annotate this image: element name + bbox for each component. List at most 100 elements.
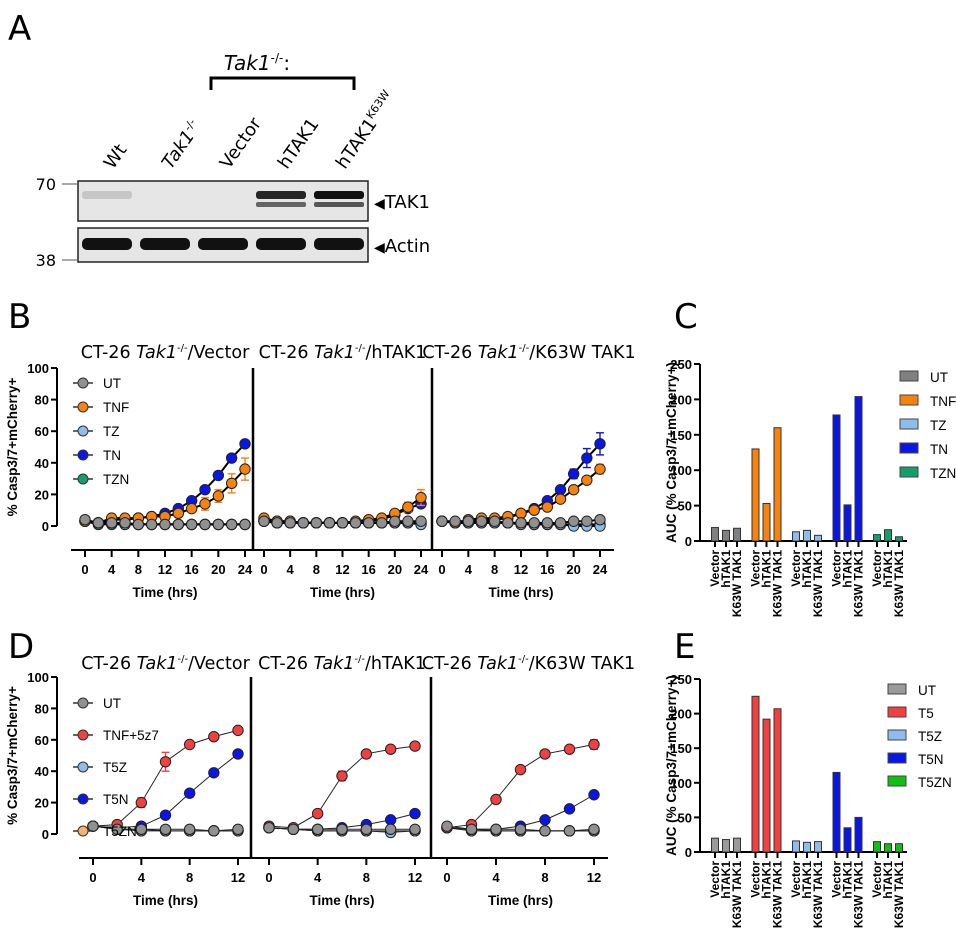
blot-marker-label: 38 <box>36 251 56 270</box>
x-tick-label: 0 <box>443 870 450 885</box>
y-tick-label: 100 <box>27 361 49 376</box>
bar-t5z <box>803 841 811 853</box>
data-point-tnf <box>554 493 567 505</box>
data-point-ut <box>159 518 171 531</box>
x-tick-label: hTAK1 <box>841 550 855 588</box>
subplot-title-sup: -/- <box>354 654 365 665</box>
arrow-left-icon: ◀ <box>374 196 385 212</box>
x-tick-label: 0 <box>81 562 88 577</box>
bar-tzn <box>884 529 892 542</box>
bar-t5zn <box>895 843 903 853</box>
data-point-ut <box>105 517 118 529</box>
x-tick-label: 12 <box>335 562 349 577</box>
x-axis-label: Time (hrs) <box>488 585 553 600</box>
legend-marker <box>77 473 89 485</box>
x-tick-label: K63W TAK1 <box>771 861 785 928</box>
bar-tzn <box>873 534 881 542</box>
blot-band <box>314 191 364 199</box>
blot-band <box>82 238 132 250</box>
bar-tnf <box>751 448 760 542</box>
data-point-tnf+5z7 <box>183 738 196 751</box>
blot-band <box>256 191 306 199</box>
western-blot-panel: Tak1-/-:Wt Tak1-/- Vector hTAK1 hTAK1K63W70◀… <box>36 51 431 270</box>
data-point-t5n <box>563 803 576 815</box>
x-axis-label: Time (hrs) <box>133 893 198 908</box>
legend-label: TZ <box>103 424 120 439</box>
data-point-ut <box>79 513 91 526</box>
data-point-ut <box>475 515 488 527</box>
blot-band <box>314 238 364 250</box>
x-tick-label: Vector <box>789 550 803 587</box>
data-point-ut <box>232 823 244 835</box>
legend-label: TNF <box>103 400 129 415</box>
legend-label: T5Z <box>918 729 942 744</box>
x-tick-label: hTAK1 <box>760 861 774 899</box>
subplot-title-gene: Tak1 <box>314 343 355 363</box>
data-point-tnf <box>567 483 580 496</box>
data-point-ut <box>159 823 172 835</box>
data-point-ut <box>415 515 427 527</box>
legend-label: TZN <box>103 472 129 487</box>
panel-letter-a: A <box>8 9 31 49</box>
blot-lane-label-text: Vector <box>216 113 266 173</box>
data-point-tnf <box>541 501 554 513</box>
legend-marker <box>77 401 89 413</box>
data-point-ut <box>465 823 478 835</box>
bar-ut <box>722 529 730 542</box>
arrow-left-icon: ◀ <box>374 240 385 256</box>
data-point-ut <box>436 515 448 527</box>
bar-t5zn <box>884 843 892 853</box>
subplot-title: CT-26 Tak1-/-/Vector <box>81 343 250 363</box>
data-point-tn <box>239 438 251 450</box>
y-tick-label: 150 <box>670 741 692 756</box>
x-axis-label: Time (hrs) <box>488 893 553 908</box>
data-point-tnf+5z7 <box>539 748 551 760</box>
data-point-tnf <box>212 490 225 502</box>
series-line-tnf+5z7 <box>446 744 595 829</box>
data-point-ut <box>183 823 196 835</box>
data-point-ut <box>441 820 453 832</box>
subplot-title-sup: -/- <box>178 654 189 665</box>
data-point-tnf+5z7 <box>232 724 244 737</box>
data-point-tnf+5z7 <box>159 756 172 768</box>
x-tick-label: 4 <box>492 870 500 885</box>
x-tick-label: 12 <box>587 870 601 885</box>
legend-marker <box>77 377 89 389</box>
data-point-tn <box>199 483 211 496</box>
bar-t5zn <box>873 841 881 853</box>
data-point-ut <box>239 518 251 531</box>
x-tick-label: K63W TAK1 <box>892 550 906 617</box>
legend-label: UT <box>103 376 121 391</box>
data-point-ut <box>563 825 576 837</box>
y-tick-label: 50 <box>678 810 692 825</box>
x-tick-label: 0 <box>438 562 445 577</box>
data-point-ut <box>323 517 336 529</box>
x-tick-label: 20 <box>211 562 225 577</box>
x-tick-label: 8 <box>541 870 548 885</box>
x-tick-label: K63W TAK1 <box>730 861 744 928</box>
data-point-ut <box>145 518 158 531</box>
y-tick-label: 80 <box>35 701 49 716</box>
subplot-title-prefix: CT-26 <box>81 654 136 674</box>
bar-ut <box>711 837 719 853</box>
subplot-title-suffix: /hTAK1 <box>365 654 426 674</box>
data-point-ut <box>514 823 527 835</box>
x-tick-label: 4 <box>108 562 116 577</box>
data-point-t5n <box>384 814 397 826</box>
data-point-tnf <box>415 491 427 504</box>
x-tick-label: 20 <box>388 562 402 577</box>
y-tick-label: 20 <box>35 487 49 502</box>
x-tick-label: K63W TAK1 <box>771 550 785 617</box>
x-tick-label: Vector <box>789 861 803 898</box>
x-tick-label: 16 <box>540 562 554 577</box>
legend-marker <box>77 761 89 773</box>
x-tick-label: 20 <box>566 562 580 577</box>
subplot-title-prefix: CT-26 <box>422 654 477 674</box>
legend-label: UT <box>930 370 948 385</box>
data-point-tn <box>594 438 606 450</box>
data-point-tnf+5z7 <box>336 770 348 782</box>
x-tick-label: 0 <box>89 870 96 885</box>
bar-t5 <box>762 718 771 853</box>
